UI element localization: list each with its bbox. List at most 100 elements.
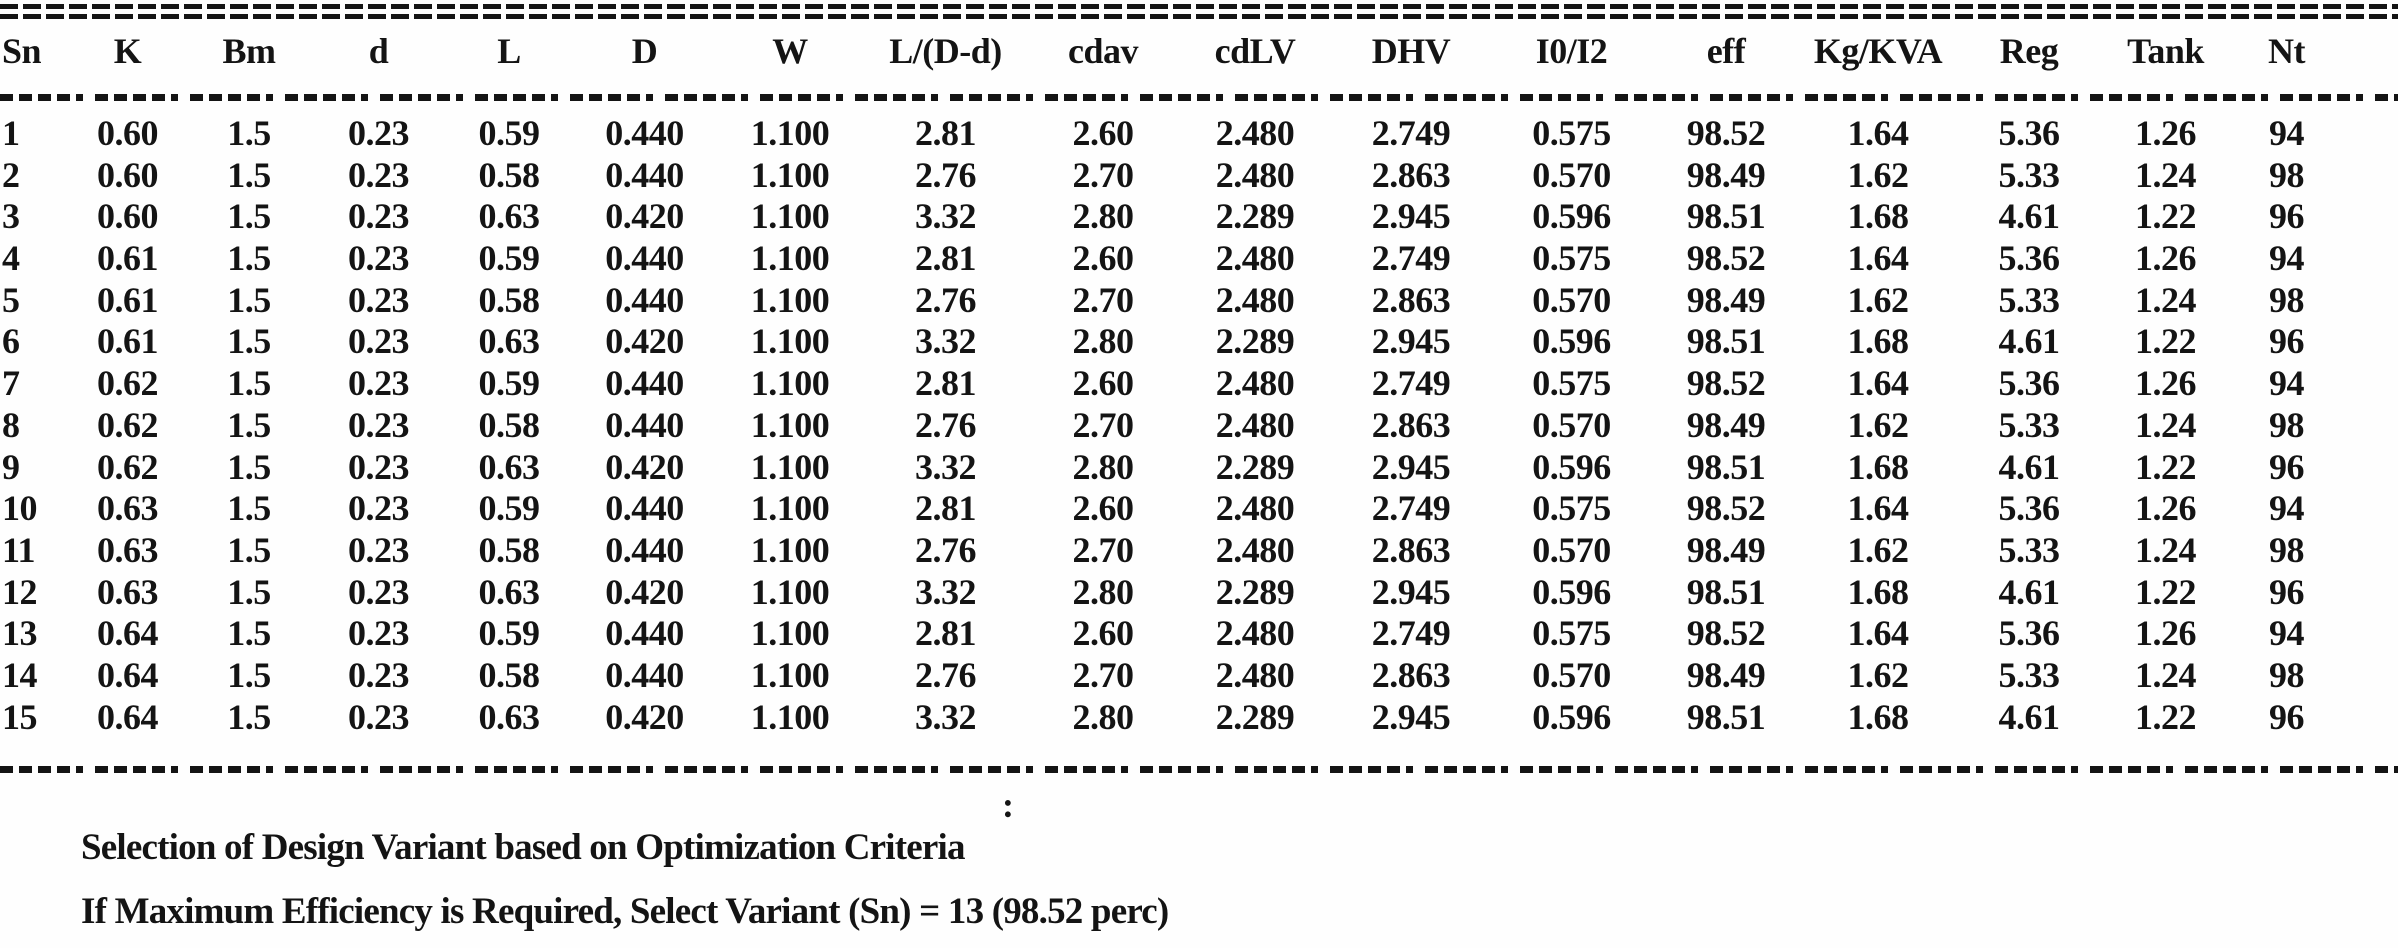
table-cell: 2.863: [1371, 404, 1451, 445]
table-cell: 0.58: [478, 404, 541, 445]
header-cell: DHV: [1371, 31, 1451, 71]
table-cell: 98.52: [1686, 488, 1766, 529]
table-cell: 0.570: [1532, 654, 1611, 695]
table-cell: 1.5: [227, 488, 271, 529]
table-cell: 6: [2, 321, 20, 362]
table-cell: 1.5: [227, 279, 271, 320]
table-cell: 1.100: [750, 154, 830, 195]
table-cell: 0.420: [605, 196, 684, 237]
table-cell: 1.24: [2135, 529, 2197, 570]
table-cell: 0.63: [478, 696, 541, 737]
table-cell: 0.570: [1532, 404, 1611, 445]
table-cell: 1.26: [2135, 113, 2197, 153]
table-cell: 2.480: [1215, 488, 1295, 529]
table-cell: 5.36: [1998, 363, 2061, 404]
table-cell: 0.63: [478, 321, 541, 362]
table-cell: 2.80: [1072, 696, 1135, 737]
table-cell: 3.32: [915, 196, 977, 237]
table-cell: 2.480: [1215, 154, 1295, 195]
table-cell: 94: [2269, 238, 2305, 279]
table-cell: 1.5: [227, 113, 271, 153]
table-cell: 0.62: [97, 363, 159, 404]
table-cell: 2.480: [1215, 279, 1295, 320]
table-cell: 2.749: [1371, 238, 1451, 279]
table-cell: 2.945: [1371, 446, 1451, 487]
table-cell: 0.63: [97, 529, 159, 570]
table-cell: 0.63: [478, 446, 541, 487]
table-cell: 98: [2269, 654, 2305, 695]
table-cell: 1.64: [1847, 363, 1910, 404]
table-cell: 1.5: [227, 363, 271, 404]
table-cell: 3.32: [915, 571, 977, 612]
table-cell: 2.749: [1371, 488, 1451, 529]
table-cell: 1.5: [227, 154, 271, 195]
table-row: 10 0.63 1.5 0.23 0.59 0.440 1.100 2.81 2.60 2.480…: [0, 487, 2398, 529]
table-cell: 2.945: [1371, 696, 1451, 737]
table-cell: 98.52: [1686, 613, 1766, 654]
table-cell: 1.5: [227, 529, 271, 570]
table-cell: 98.51: [1686, 196, 1766, 237]
table-cell: 2.60: [1072, 113, 1135, 153]
table-cell: 1.68: [1847, 446, 1910, 487]
header-cell: Reg: [1999, 31, 2059, 71]
table-cell: 1.5: [227, 613, 271, 654]
table-cell: 1.5: [227, 696, 271, 737]
table-cell: 2.480: [1215, 529, 1295, 570]
table-cell: 1.64: [1847, 113, 1910, 153]
table-cell: 2.480: [1215, 238, 1295, 279]
table-cell: 5.33: [1998, 279, 2061, 320]
table-cell: 0.63: [478, 571, 541, 612]
table-cell: 13: [2, 613, 38, 654]
table-cell: 0.63: [478, 196, 541, 237]
table-cell: 2.81: [915, 363, 977, 404]
table-cell: 0.575: [1532, 238, 1611, 279]
table-cell: 1.26: [2135, 363, 2197, 404]
table-cell: 1.5: [227, 446, 271, 487]
table-cell: 1.100: [750, 321, 830, 362]
top-equals-ruler: [0, 2, 2398, 22]
header-cell: K: [113, 31, 142, 71]
table-cell: 2.945: [1371, 321, 1451, 362]
table-cell: 0.570: [1532, 279, 1611, 320]
header-cell: L: [497, 31, 521, 71]
table-cell: 0.440: [605, 279, 684, 320]
table-cell: 98.51: [1686, 571, 1766, 612]
table-cell: 2.76: [915, 279, 977, 320]
table-row: 12 0.63 1.5 0.23 0.63 0.420 1.100 3.32 2.80 2.289…: [0, 571, 2398, 613]
colon-mark: :: [1002, 785, 1014, 825]
table-cell: 1.100: [750, 113, 830, 153]
table-cell: 1.100: [750, 529, 830, 570]
table-cell: 2.480: [1215, 113, 1295, 153]
table-cell: 2.863: [1371, 154, 1451, 195]
table-cell: 1.100: [750, 488, 830, 529]
table-cell: 0.23: [348, 488, 410, 529]
table-cell: 0.575: [1532, 363, 1611, 404]
table-cell: 94: [2269, 113, 2305, 153]
table-cell: 98.49: [1686, 654, 1766, 695]
table-cell: 96: [2269, 446, 2305, 487]
table-cell: 2.76: [915, 654, 977, 695]
table-cell: 1.100: [750, 571, 830, 612]
table-cell: 0.570: [1532, 529, 1611, 570]
table-cell: 5.33: [1998, 154, 2061, 195]
table-cell: 0.575: [1532, 113, 1611, 153]
table-cell: 2.480: [1215, 613, 1295, 654]
table-cell: 0.61: [97, 238, 159, 279]
table-cell: 0.59: [478, 488, 541, 529]
table-cell: 4.61: [1998, 446, 2061, 487]
table-cell: 1.68: [1847, 321, 1910, 362]
table-cell: 2.70: [1072, 404, 1135, 445]
table-cell: 0.23: [348, 321, 410, 362]
caption-recommendation: If Maximum Efficiency is Required, Selec…: [81, 891, 1169, 932]
table-cell: 0.23: [348, 363, 410, 404]
table-cell: 1.22: [2135, 321, 2197, 362]
table-cell: 2.70: [1072, 154, 1135, 195]
table-cell: 1.22: [2135, 446, 2197, 487]
table-cell: 2.81: [915, 613, 977, 654]
table-cell: 2.289: [1215, 571, 1295, 612]
table-cell: 0.440: [605, 113, 684, 153]
table-cell: 5.36: [1998, 238, 2061, 279]
table-cell: 9: [2, 446, 20, 487]
table-cell: 2.76: [915, 404, 977, 445]
table-cell: 4.61: [1998, 696, 2061, 737]
